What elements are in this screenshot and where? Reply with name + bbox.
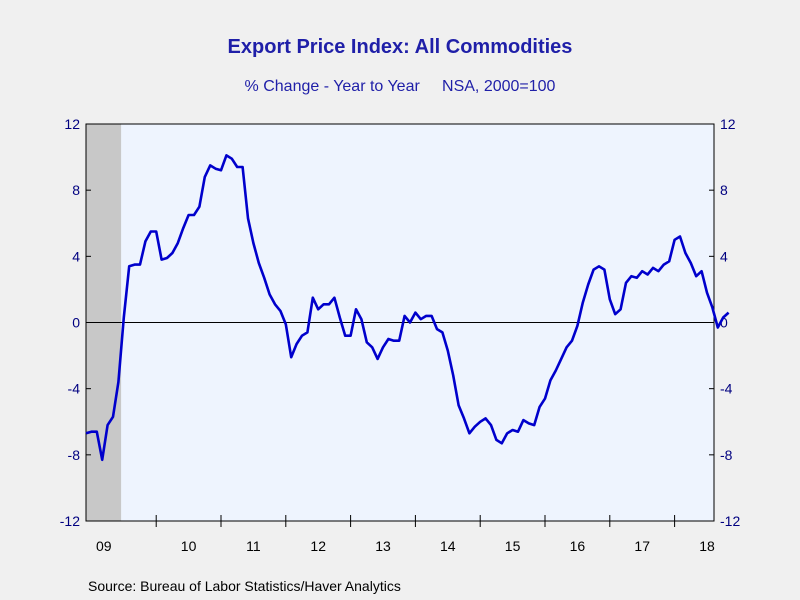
x-tick-label: 10	[181, 538, 197, 554]
y-tick-label-right: 8	[720, 182, 728, 198]
x-tick-label: 11	[246, 538, 261, 554]
x-tick-label: 16	[570, 538, 586, 554]
x-tick-label: 14	[440, 538, 456, 554]
chart-title: Export Price Index: All Commodities	[227, 36, 573, 58]
x-tick-label: 17	[634, 538, 650, 554]
y-tick-label-right: 12	[720, 116, 736, 132]
y-tick-label-right: -12	[720, 513, 740, 529]
y-tick-label-left: 0	[72, 315, 80, 331]
x-tick-label: 13	[375, 538, 391, 554]
source-note: Source: Bureau of Labor Statistics/Haver…	[88, 578, 401, 594]
chart-subtitle: % Change - Year to Year NSA, 2000=100	[244, 78, 556, 95]
y-tick-label-left: -12	[60, 513, 80, 529]
y-tick-label-left: 4	[72, 248, 80, 264]
x-tick-label: 12	[310, 538, 326, 554]
x-tick-label: 15	[505, 538, 521, 554]
series-line	[85, 154, 730, 462]
y-tick-label-left: -8	[68, 447, 81, 463]
y-tick-label-left: 8	[72, 182, 80, 198]
y-tick-label-left: 12	[64, 116, 80, 132]
y-tick-label-left: -4	[68, 381, 81, 397]
y-tick-label-right: 0	[720, 315, 728, 331]
x-tick-label: 09	[96, 538, 112, 554]
y-tick-label-right: -8	[720, 447, 733, 463]
y-tick-label-right: 4	[720, 248, 728, 264]
x-tick-label: 18	[699, 538, 715, 554]
y-tick-label-right: -4	[720, 381, 733, 397]
